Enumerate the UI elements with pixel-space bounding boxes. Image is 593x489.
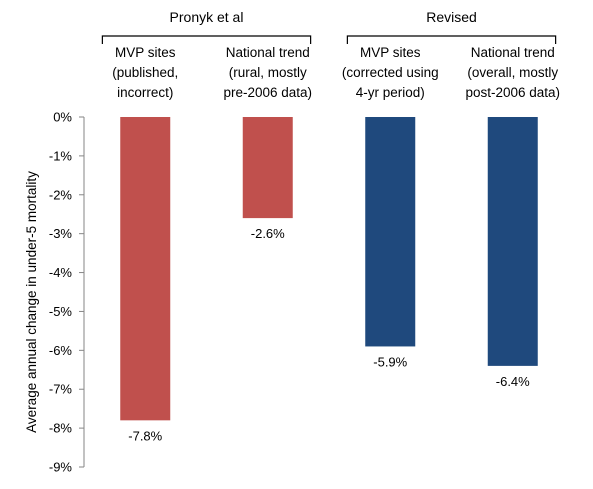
- y-tick-label: -9%: [49, 460, 73, 475]
- group-label: Pronyk et al: [170, 9, 244, 25]
- y-tick-label: -6%: [49, 343, 73, 358]
- y-tick-label: -4%: [49, 265, 73, 280]
- group-label: Revised: [426, 9, 477, 25]
- category-label: (published,: [112, 65, 178, 80]
- category-label: (rural, mostly: [229, 65, 307, 80]
- y-tick-label: -7%: [49, 382, 73, 397]
- category-label: incorrect): [117, 85, 173, 100]
- axes-layer: [79, 35, 557, 468]
- category-label: (corrected using: [342, 65, 439, 80]
- bars-layer: [120, 117, 538, 421]
- y-tick-label: -2%: [49, 187, 73, 202]
- y-axis-title: Average annual change in under-5 mortali…: [24, 171, 39, 433]
- bar: [120, 117, 171, 421]
- category-label: (overall, mostly: [467, 65, 558, 80]
- bar: [487, 117, 538, 366]
- y-tick-label: -3%: [49, 226, 73, 241]
- group-bracket: [346, 35, 557, 44]
- category-label: pre-2006 data): [223, 85, 312, 100]
- bar: [242, 117, 293, 219]
- data-label: -6.4%: [496, 374, 530, 389]
- category-label: 4-yr period): [356, 85, 425, 100]
- labels-layer: 0% -1% -2% -3% -4% -5% -6% -7% -8% -9% Average ann…: [24, 9, 560, 475]
- data-label: -2.6%: [251, 226, 285, 241]
- y-tick-label: -5%: [49, 304, 73, 319]
- category-label: National trend: [471, 45, 555, 60]
- category-label: MVP sites: [360, 45, 421, 60]
- group-bracket: [101, 35, 312, 44]
- category-label: post-2006 data): [465, 85, 560, 100]
- category-label: National trend: [226, 45, 310, 60]
- y-tick-label: -1%: [49, 148, 73, 163]
- data-label: -5.9%: [373, 354, 407, 369]
- y-tick-label: -8%: [49, 421, 73, 436]
- bar: [365, 117, 416, 347]
- category-label: MVP sites: [115, 45, 176, 60]
- data-label: -7.8%: [128, 428, 162, 443]
- y-tick-label: 0%: [53, 110, 72, 125]
